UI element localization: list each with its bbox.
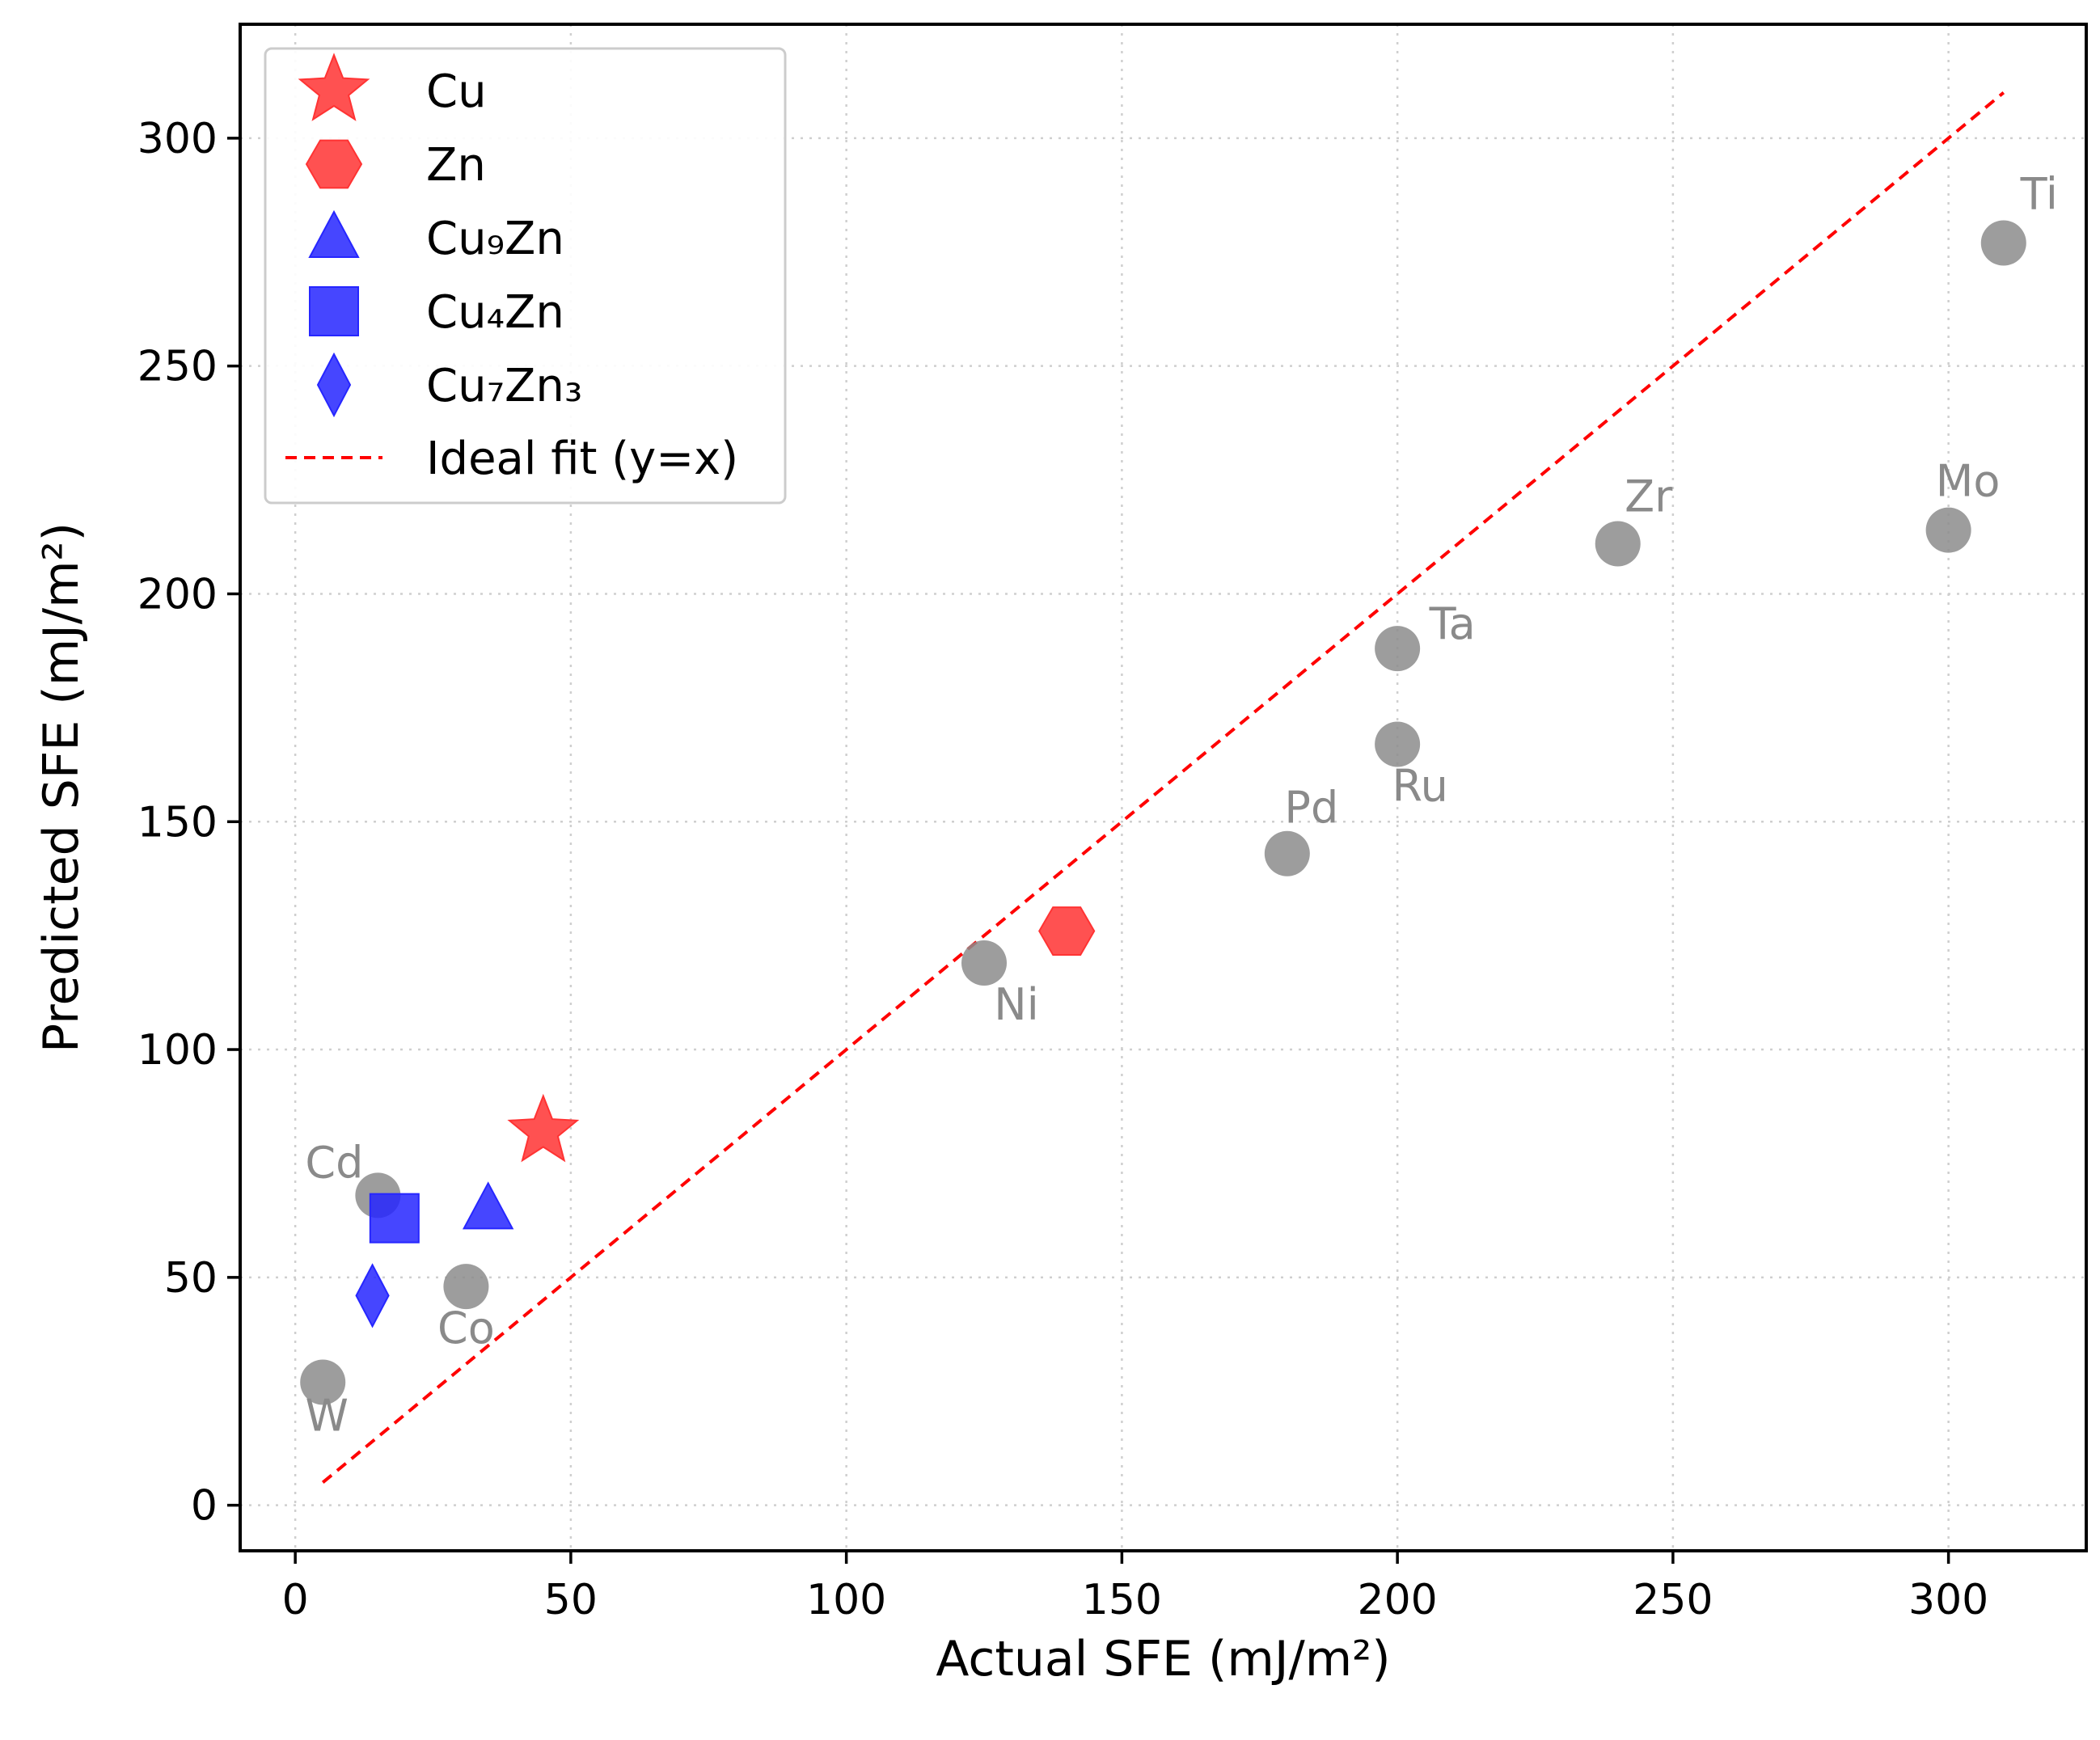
reference-point-ti bbox=[1980, 220, 2026, 266]
series-points-layer bbox=[355, 906, 1096, 1328]
series-point-cu9zn bbox=[463, 1181, 514, 1230]
y-tick-label: 150 bbox=[137, 798, 218, 847]
y-tick-label: 200 bbox=[137, 570, 218, 619]
x-tick-label: 100 bbox=[806, 1576, 886, 1624]
y-tick-label: 250 bbox=[137, 343, 218, 391]
point-label-ni: Ni bbox=[994, 979, 1038, 1030]
y-tick-label: 300 bbox=[137, 115, 218, 163]
grid-lines bbox=[240, 24, 2086, 1551]
legend-marker-cu7zn3 bbox=[316, 352, 352, 418]
reference-point-pd bbox=[1264, 830, 1310, 876]
reference-point-zr bbox=[1595, 521, 1641, 567]
ideal-fit-layer bbox=[321, 91, 2005, 1484]
legend-marker-cu bbox=[298, 53, 370, 121]
legend-marker-zn bbox=[305, 139, 363, 189]
point-label-zr: Zr bbox=[1625, 471, 1673, 522]
legend-box bbox=[264, 47, 787, 505]
x-tick-label: 150 bbox=[1082, 1576, 1162, 1624]
x-tick-label: 50 bbox=[544, 1576, 598, 1624]
legend-label-ideal-fit: Ideal fit (y=x) bbox=[426, 433, 738, 485]
legend: Cu Zn Cu₉Zn Cu₄Zn Cu₇Zn₃ Ideal fit (y=x) bbox=[264, 47, 787, 505]
point-labels-layer: W Cd Co Ni Pd Ru Ta Zr Mo Ti bbox=[305, 169, 2058, 1442]
series-point-cu7zn3 bbox=[355, 1263, 390, 1328]
y-tick-label: 50 bbox=[164, 1254, 218, 1303]
legend-label-cu9zn: Cu₉Zn bbox=[426, 213, 564, 265]
point-label-co: Co bbox=[437, 1303, 495, 1354]
reference-point-ta bbox=[1375, 626, 1421, 672]
legend-label-cu7zn3: Cu₇Zn₃ bbox=[426, 360, 582, 412]
x-tick-label: 300 bbox=[1908, 1576, 1988, 1624]
reference-point-co bbox=[443, 1264, 489, 1310]
y-axis-title: Predicted SFE (mJ/m²) bbox=[33, 522, 90, 1053]
point-label-ti: Ti bbox=[2020, 169, 2058, 220]
point-label-ta: Ta bbox=[1429, 598, 1476, 649]
legend-marker-cu4zn bbox=[309, 286, 359, 336]
point-label-ru: Ru bbox=[1392, 760, 1447, 811]
legend-label-zn: Zn bbox=[426, 139, 486, 192]
reference-point-ni bbox=[961, 940, 1008, 986]
y-tick-label: 0 bbox=[191, 1482, 218, 1531]
reference-points-layer bbox=[300, 220, 2026, 1405]
reference-point-w bbox=[300, 1359, 346, 1405]
x-tick-label: 0 bbox=[282, 1576, 309, 1624]
plot-frame bbox=[239, 23, 2088, 1552]
series-point-zn bbox=[1038, 906, 1096, 956]
point-label-cd: Cd bbox=[305, 1137, 363, 1188]
ideal-fit-line bbox=[321, 91, 2005, 1484]
point-label-mo: Mo bbox=[1936, 456, 2001, 507]
reference-point-mo bbox=[1925, 507, 1971, 553]
legend-label-cu4zn: Cu₄Zn bbox=[426, 286, 564, 339]
series-point-cu bbox=[507, 1093, 580, 1163]
x-tick-label: 250 bbox=[1633, 1576, 1713, 1624]
y-tick-label: 100 bbox=[137, 1026, 218, 1075]
point-label-w: W bbox=[306, 1390, 349, 1441]
reference-point-ru bbox=[1375, 721, 1421, 767]
axis-ticks: 0 50 100 150 200 250 300 0 50 100 150 200 250 300 bbox=[137, 115, 1989, 1624]
x-tick-label: 200 bbox=[1358, 1576, 1438, 1624]
x-axis-title: Actual SFE (mJ/m²) bbox=[936, 1631, 1390, 1687]
legend-label-cu: Cu bbox=[426, 65, 487, 118]
series-point-cu4zn bbox=[369, 1193, 420, 1244]
legend-marker-cu9zn bbox=[308, 209, 360, 258]
point-label-pd: Pd bbox=[1284, 783, 1338, 834]
